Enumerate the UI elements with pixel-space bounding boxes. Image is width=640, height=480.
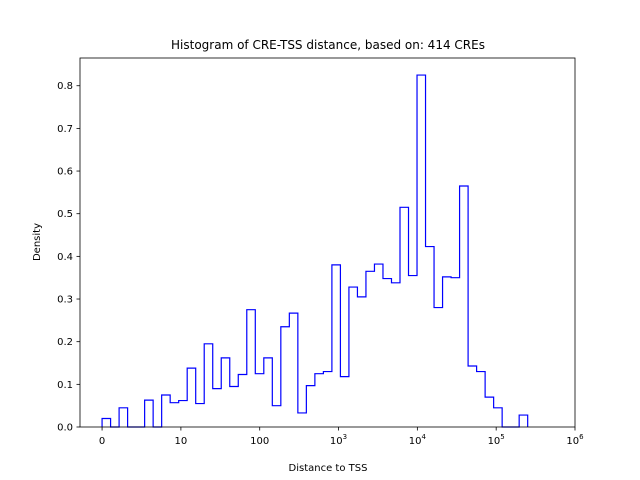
histogram-bin <box>298 413 307 427</box>
histogram-bin <box>494 408 503 427</box>
x-tick-base: 10 <box>409 436 422 447</box>
histogram-bin <box>451 278 460 427</box>
histogram-bin <box>391 283 400 427</box>
axes-frame <box>79 57 576 428</box>
y-tick-label: 0.7 <box>57 124 73 135</box>
histogram-bin <box>417 75 426 427</box>
histogram-bin <box>145 400 154 427</box>
y-tick-label: 0.1 <box>57 380 73 391</box>
histogram-bin <box>196 404 205 427</box>
x-tick-base: 100 <box>250 436 269 447</box>
x-tick-exponent: 3 <box>343 433 347 441</box>
x-tick-label: 104 <box>409 433 427 447</box>
histogram-bin <box>383 279 392 427</box>
x-tick-base: 0 <box>99 436 105 447</box>
histogram-bin <box>349 287 358 427</box>
histogram-bin <box>477 372 486 427</box>
histogram-bin <box>281 327 290 427</box>
x-tick-base: 10 <box>488 436 501 447</box>
x-tick-exponent: 6 <box>579 433 584 441</box>
histogram-bin <box>213 389 222 427</box>
histogram-bin <box>443 277 452 427</box>
histogram-bin <box>247 310 256 427</box>
histogram-bin <box>366 271 375 427</box>
histogram-outline <box>101 74 529 428</box>
y-tick-label: 0.4 <box>57 252 73 263</box>
y-tick-label: 0.0 <box>57 423 73 434</box>
histogram-bin <box>519 415 528 427</box>
x-tick-label: 100 <box>250 436 269 447</box>
x-axis: 0 10 100 103 104 105 106 <box>99 427 584 447</box>
histogram-bin <box>179 401 188 427</box>
y-tick-label: 0.3 <box>57 295 73 306</box>
histogram-bin <box>400 207 409 427</box>
histogram-bin <box>221 358 230 427</box>
x-tick-label: 105 <box>488 433 505 447</box>
histogram-bin <box>306 386 315 427</box>
histogram-bin <box>340 377 349 427</box>
x-axis-label: Distance to TSS <box>289 463 368 474</box>
y-axis: 0.0 0.1 0.2 0.3 0.4 0.5 0.6 0.7 0.8 <box>57 81 80 434</box>
x-tick-base: 10 <box>566 436 579 447</box>
x-tick-label: 106 <box>566 433 584 447</box>
histogram-bin <box>409 276 418 427</box>
y-tick-label: 0.6 <box>57 167 73 178</box>
x-tick-base: 10 <box>175 436 188 447</box>
x-tick-base: 10 <box>330 436 343 447</box>
histogram-bin <box>468 366 477 427</box>
histogram-bin <box>255 374 264 427</box>
histogram-steps <box>101 74 529 428</box>
x-tick-label: 103 <box>330 433 347 447</box>
histogram-bin <box>170 403 179 427</box>
y-axis-label: Density <box>32 223 43 261</box>
histogram-bin <box>119 408 128 427</box>
histogram-bin <box>187 368 196 427</box>
y-tick-label: 0.2 <box>57 337 73 348</box>
y-tick-label: 0.5 <box>57 209 73 220</box>
histogram-bin <box>434 308 443 427</box>
histogram-bin <box>272 406 281 427</box>
histogram-bin <box>374 264 383 427</box>
histogram-bin <box>485 397 494 427</box>
histogram-bin <box>230 386 239 427</box>
histogram-bin <box>264 358 273 427</box>
histogram-bin <box>102 418 111 427</box>
histogram-bin <box>460 186 469 427</box>
x-tick-exponent: 4 <box>421 433 426 441</box>
histogram-bin <box>315 374 324 427</box>
x-tick-label: 10 <box>175 436 188 447</box>
histogram-bin <box>426 247 435 427</box>
histogram-bin <box>289 313 298 427</box>
histogram-bin <box>357 297 366 427</box>
histogram-bin <box>323 372 332 427</box>
x-tick-label: 0 <box>99 436 105 447</box>
histogram-bin <box>162 395 171 427</box>
x-tick-exponent: 5 <box>500 433 504 441</box>
chart-title: Histogram of CRE-TSS distance, based on:… <box>171 38 485 52</box>
histogram-bin <box>204 344 213 427</box>
histogram-bin <box>332 265 341 427</box>
histogram-bin <box>238 375 247 427</box>
y-tick-label: 0.8 <box>57 81 73 92</box>
